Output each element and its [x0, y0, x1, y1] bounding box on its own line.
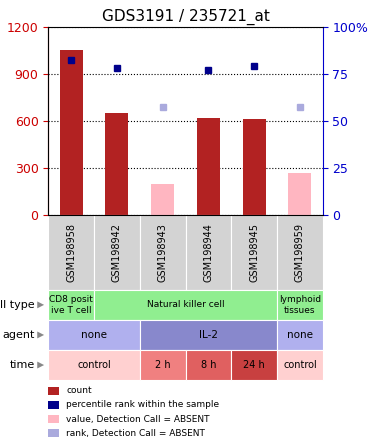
Text: 24 h: 24 h — [243, 360, 265, 370]
Text: CD8 posit
ive T cell: CD8 posit ive T cell — [49, 295, 93, 315]
Text: none: none — [81, 330, 107, 340]
Bar — [140, 350, 186, 380]
Polygon shape — [37, 301, 44, 308]
Text: 8 h: 8 h — [201, 360, 216, 370]
Text: GSM198945: GSM198945 — [249, 223, 259, 282]
Text: GSM198959: GSM198959 — [295, 223, 305, 282]
Polygon shape — [37, 361, 44, 369]
Bar — [243, 119, 266, 214]
Text: IL-2: IL-2 — [199, 330, 218, 340]
Bar — [289, 173, 311, 214]
Text: agent: agent — [2, 330, 35, 340]
Text: count: count — [66, 386, 92, 395]
Bar — [94, 214, 140, 290]
Text: none: none — [287, 330, 313, 340]
Text: rank, Detection Call = ABSENT: rank, Detection Call = ABSENT — [66, 429, 205, 438]
Text: time: time — [9, 360, 35, 370]
Text: lymphoid
tissues: lymphoid tissues — [279, 295, 321, 315]
Bar — [231, 350, 277, 380]
Bar — [277, 350, 323, 380]
Bar — [48, 429, 59, 437]
Bar — [48, 415, 59, 423]
Text: value, Detection Call = ABSENT: value, Detection Call = ABSENT — [66, 415, 210, 424]
Bar — [277, 290, 323, 320]
Bar — [48, 387, 59, 395]
Text: cell type: cell type — [0, 300, 35, 310]
Bar — [94, 290, 277, 320]
Bar — [140, 320, 277, 350]
Bar — [105, 113, 128, 214]
Bar — [277, 214, 323, 290]
Text: control: control — [77, 360, 111, 370]
Bar — [186, 350, 231, 380]
Bar — [231, 214, 277, 290]
Bar — [48, 214, 94, 290]
Text: percentile rank within the sample: percentile rank within the sample — [66, 400, 219, 409]
Bar — [60, 50, 82, 214]
Bar — [48, 290, 94, 320]
Text: GSM198958: GSM198958 — [66, 223, 76, 282]
Text: GSM198942: GSM198942 — [112, 223, 122, 282]
Bar — [151, 184, 174, 214]
Bar — [197, 118, 220, 214]
Text: GSM198943: GSM198943 — [158, 223, 168, 281]
Bar — [186, 214, 231, 290]
Text: 2 h: 2 h — [155, 360, 170, 370]
Polygon shape — [37, 332, 44, 338]
Bar — [277, 320, 323, 350]
Text: GSM198944: GSM198944 — [203, 223, 213, 281]
Text: control: control — [283, 360, 317, 370]
Bar — [48, 350, 140, 380]
Bar — [48, 320, 140, 350]
Text: Natural killer cell: Natural killer cell — [147, 301, 224, 309]
Bar — [140, 214, 186, 290]
Title: GDS3191 / 235721_at: GDS3191 / 235721_at — [102, 9, 269, 25]
Bar — [48, 401, 59, 409]
